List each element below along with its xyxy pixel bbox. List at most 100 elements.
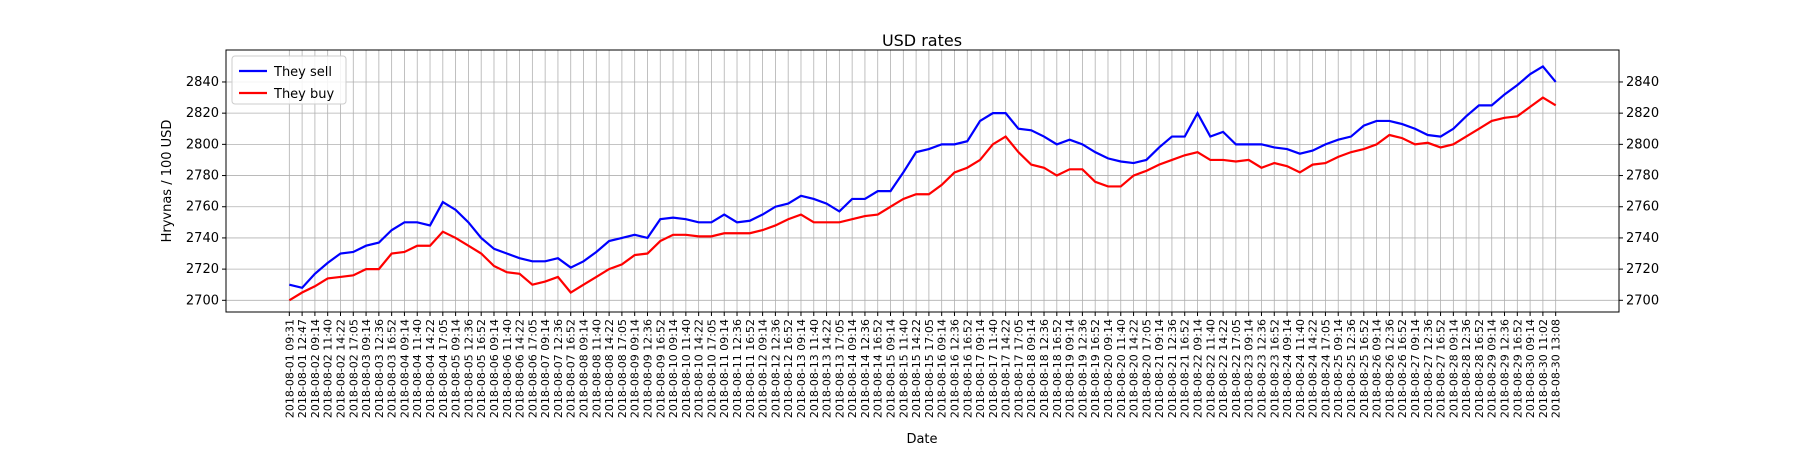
x-tick-label: 2018-08-02 17:05 [347, 319, 360, 418]
y-tick-label: 2740 [186, 231, 219, 246]
y2-tick-label: 2820 [1626, 106, 1659, 121]
legend-label: They sell [273, 65, 332, 80]
x-tick-label: 2018-08-22 09:14 [1192, 319, 1205, 418]
x-tick-label: 2018-08-20 09:14 [1102, 319, 1115, 418]
x-tick-label: 2018-08-03 09:14 [360, 319, 373, 418]
x-tick-label: 2018-08-15 09:14 [885, 319, 898, 418]
x-tick-label: 2018-08-17 11:40 [987, 319, 1000, 418]
x-tick-label: 2018-08-19 12:36 [1076, 319, 1089, 418]
x-tick-label: 2018-08-07 16:52 [565, 319, 578, 418]
x-tick-label: 2018-08-09 09:14 [629, 319, 642, 418]
y2-tick-label: 2760 [1626, 200, 1659, 215]
x-tick-label: 2018-08-20 11:40 [1115, 319, 1128, 418]
x-tick-label: 2018-08-17 14:22 [1000, 319, 1013, 418]
grid [226, 50, 1619, 312]
x-tick-label: 2018-08-07 12:36 [552, 319, 565, 418]
y2-tick-label: 2780 [1626, 169, 1659, 184]
x-tick-label: 2018-08-30 09:14 [1524, 319, 1537, 418]
x-tick-label: 2018-08-23 12:36 [1255, 319, 1268, 418]
x-tick-label: 2018-08-21 09:14 [1153, 319, 1166, 418]
x-tick-label: 2018-08-06 17:05 [526, 319, 539, 418]
x-tick-label: 2018-08-08 14:22 [603, 319, 616, 418]
x-tick-label: 2018-08-25 16:52 [1358, 319, 1371, 418]
y-tick-label: 2820 [186, 106, 219, 121]
x-tick-label: 2018-08-05 12:36 [462, 319, 475, 418]
x-tick-label: 2018-08-06 09:14 [488, 319, 501, 418]
x-tick-label: 2018-08-25 12:36 [1345, 319, 1358, 418]
x-tick-label: 2018-08-13 17:05 [833, 319, 846, 418]
x-tick-label: 2018-08-20 17:05 [1140, 319, 1153, 418]
x-tick-label: 2018-08-27 09:14 [1409, 319, 1422, 418]
x-tick-label: 2018-08-11 12:36 [731, 319, 744, 418]
x-tick-label: 2018-08-18 12:36 [1038, 319, 1051, 418]
y-axis-label: Hryvnas / 100 USD [160, 120, 175, 243]
chart-title: USD rates [882, 31, 962, 50]
y2-tick-label: 2700 [1626, 293, 1659, 308]
x-tick-label: 2018-08-26 09:14 [1371, 319, 1384, 418]
x-tick-label: 2018-08-04 11:40 [411, 319, 424, 418]
x-tick-label: 2018-08-16 09:14 [936, 319, 949, 418]
y2-tick-label: 2720 [1626, 262, 1659, 277]
x-tick-label: 2018-08-16 12:36 [948, 319, 961, 418]
x-tick-label: 2018-08-29 16:52 [1511, 319, 1524, 418]
x-tick-label: 2018-08-19 16:52 [1089, 319, 1102, 418]
x-tick-label: 2018-08-02 09:14 [309, 319, 322, 418]
x-tick-label: 2018-08-06 14:22 [514, 319, 527, 418]
x-tick-label: 2018-08-15 11:40 [897, 319, 910, 418]
x-tick-label: 2018-08-15 17:05 [923, 319, 936, 418]
x-tick-label: 2018-08-24 14:22 [1307, 319, 1320, 418]
x-tick-label: 2018-08-18 16:52 [1051, 319, 1064, 418]
x-tick-label: 2018-08-24 11:40 [1294, 319, 1307, 418]
x-tick-label: 2018-08-09 16:52 [654, 319, 667, 418]
x-tick-label: 2018-08-23 16:52 [1268, 319, 1281, 418]
x-tick-label: 2018-08-25 09:14 [1332, 319, 1345, 418]
x-tick-label: 2018-08-10 17:05 [705, 319, 718, 418]
x-tick-label: 2018-08-14 16:52 [872, 319, 885, 418]
x-tick-label: 2018-08-10 11:40 [680, 319, 693, 418]
x-tick-label: 2018-08-28 12:36 [1460, 319, 1473, 418]
x-tick-label: 2018-08-02 14:22 [334, 319, 347, 418]
x-tick-label: 2018-08-06 11:40 [501, 319, 514, 418]
x-tick-label: 2018-08-03 12:36 [373, 319, 386, 418]
x-tick-label: 2018-08-22 11:40 [1204, 319, 1217, 418]
x-tick-label: 2018-08-13 11:40 [808, 319, 821, 418]
x-tick-label: 2018-08-04 14:22 [424, 319, 437, 418]
x-tick-label: 2018-08-07 09:14 [539, 319, 552, 418]
legend-label: They buy [273, 87, 334, 102]
x-tick-label: 2018-08-12 09:14 [757, 319, 770, 418]
y-tick-label: 2800 [186, 137, 219, 152]
x-tick-label: 2018-08-20 14:22 [1128, 319, 1141, 418]
x-tick-label: 2018-08-23 09:14 [1243, 319, 1256, 418]
x-tick-label: 2018-08-27 16:52 [1435, 319, 1448, 418]
y-tick-label: 2700 [186, 293, 219, 308]
x-tick-label: 2018-08-16 16:52 [961, 319, 974, 418]
x-tick-label: 2018-08-26 12:36 [1383, 319, 1396, 418]
x-tick-label: 2018-08-11 16:52 [744, 319, 757, 418]
x-tick-label: 2018-08-02 11:40 [322, 319, 335, 418]
x-tick-label: 2018-08-10 09:14 [667, 319, 680, 418]
y-tick-label: 2780 [186, 169, 219, 184]
x-tick-label: 2018-08-13 09:14 [795, 319, 808, 418]
x-tick-label: 2018-08-08 11:40 [590, 319, 603, 418]
x-tick-label: 2018-08-17 09:14 [974, 319, 987, 418]
x-tick-label: 2018-08-15 14:22 [910, 319, 923, 418]
x-tick-label: 2018-08-12 16:52 [782, 319, 795, 418]
x-tick-label: 2018-08-21 16:52 [1179, 319, 1192, 418]
y-tick-label: 2840 [186, 75, 219, 90]
x-tick-label: 2018-08-29 09:14 [1486, 319, 1499, 418]
x-tick-label: 2018-08-27 12:36 [1422, 319, 1435, 418]
x-tick-label: 2018-08-11 09:14 [718, 319, 731, 418]
x-tick-label: 2018-08-26 16:52 [1396, 319, 1409, 418]
x-tick-label: 2018-08-01 12:47 [296, 319, 309, 418]
x-tick-label: 2018-08-10 14:22 [693, 319, 706, 418]
x-tick-label: 2018-08-05 09:14 [450, 319, 463, 418]
x-tick-label: 2018-08-17 17:05 [1012, 319, 1025, 418]
x-tick-label: 2018-08-14 09:14 [846, 319, 859, 418]
x-tick-label: 2018-08-04 17:05 [437, 319, 450, 418]
x-tick-label: 2018-08-29 12:36 [1499, 319, 1512, 418]
y2-tick-label: 2840 [1626, 75, 1659, 90]
y-tick-label: 2720 [186, 262, 219, 277]
x-tick-label: 2018-08-28 09:14 [1447, 319, 1460, 418]
x-tick-label: 2018-08-13 14:22 [821, 319, 834, 418]
